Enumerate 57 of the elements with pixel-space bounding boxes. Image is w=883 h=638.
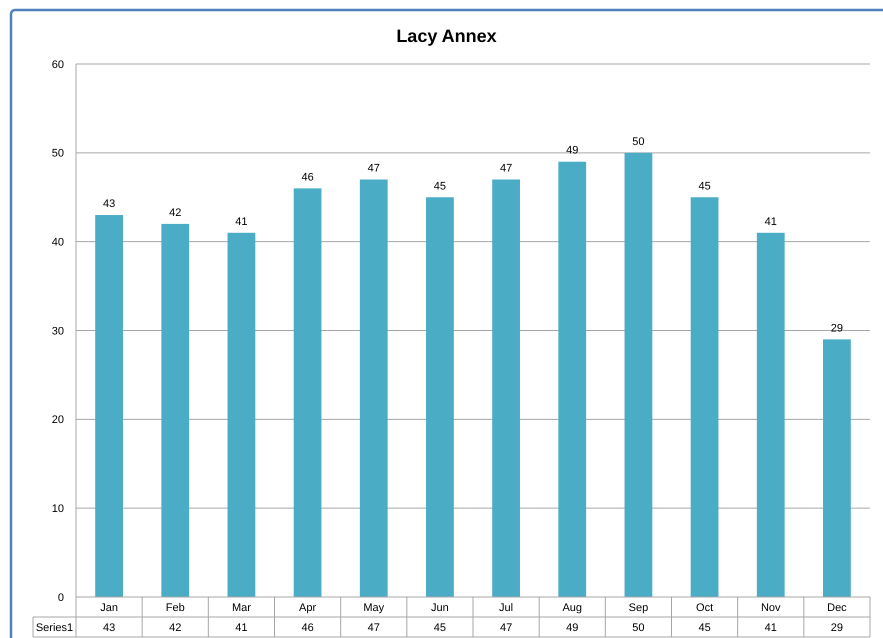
bar (161, 224, 190, 597)
data-label: 46 (301, 622, 314, 634)
y-tick-label: 40 (52, 236, 64, 249)
bar (624, 152, 652, 597)
y-tick-label: 50 (52, 148, 64, 160)
bar (228, 232, 256, 597)
bar (426, 197, 454, 597)
x-tick-label: Jan (100, 602, 118, 614)
data-label: 49 (566, 622, 578, 634)
data-label: 42 (169, 622, 182, 634)
annotation: 29 (830, 322, 844, 334)
annotation: 41 (764, 216, 777, 228)
data-label: 45 (434, 622, 446, 634)
data-label: 50 (632, 622, 645, 634)
x-tick-label: Apr (299, 602, 316, 614)
bar (558, 162, 586, 597)
x-tick-label: Oct (696, 602, 714, 614)
data-label: 47 (368, 622, 380, 634)
annotation: 46 (301, 171, 314, 184)
x-tick-label: May (363, 602, 385, 614)
annotation: 47 (500, 162, 512, 174)
bar (95, 215, 123, 597)
y-tick-label: 60 (52, 58, 64, 71)
text: Series1 (36, 622, 74, 634)
annotation: 43 (102, 198, 116, 210)
annotation: 45 (434, 180, 446, 192)
bar (360, 179, 388, 597)
bar (690, 197, 718, 597)
bar (492, 179, 520, 597)
bar (823, 339, 851, 597)
x-tick-label: Dec (827, 602, 848, 614)
y-tick-label: 30 (52, 325, 64, 338)
data-label: 41 (235, 622, 248, 634)
x-tick-label: Sep (628, 602, 648, 614)
annotation: 41 (235, 216, 248, 228)
data-label: 29 (830, 622, 844, 634)
annotation: 42 (169, 206, 182, 219)
x-tick-label: Aug (562, 602, 582, 614)
y-tick-label: 0 (58, 592, 64, 604)
x-tick-label: Jun (431, 602, 449, 614)
bar (756, 232, 785, 597)
chart-title: Lacy Annex (396, 26, 497, 46)
data-label: 45 (698, 622, 711, 634)
x-tick-label: Feb (166, 602, 185, 614)
annotation: 50 (632, 136, 645, 148)
x-tick-label: Jul (499, 602, 514, 614)
data-label: 41 (764, 622, 777, 634)
data-label: 43 (102, 622, 116, 634)
data-label: 47 (500, 622, 512, 634)
annotation: 45 (698, 180, 711, 192)
bar (294, 188, 322, 597)
annotation: 49 (566, 144, 578, 157)
y-tick-label: 10 (52, 503, 64, 516)
x-tick-label: Mar (232, 602, 252, 614)
annotation: 47 (368, 162, 380, 174)
x-tick-label: Nov (760, 602, 782, 614)
y-tick-label: 20 (52, 414, 64, 426)
